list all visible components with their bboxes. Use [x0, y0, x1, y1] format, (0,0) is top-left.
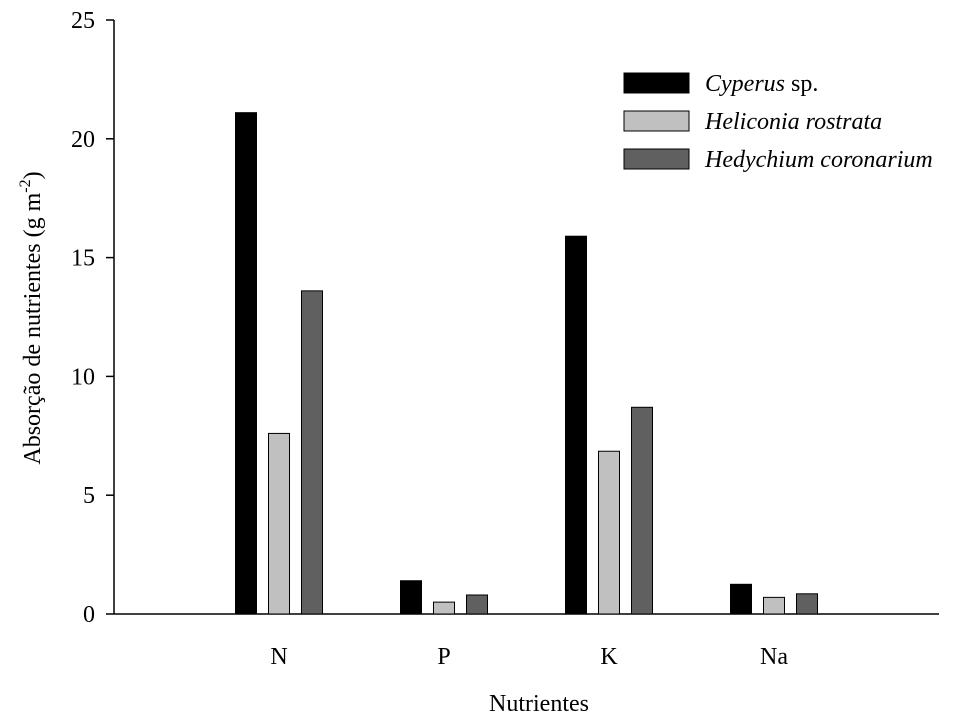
bar-n-series-3 — [301, 290, 323, 615]
bar-k-series-2 — [598, 450, 620, 615]
y-tick-label: 25 — [71, 8, 95, 34]
bar-p-series-1 — [400, 580, 422, 615]
axes: 0 5 10 15 20 25 N P K Na — [71, 8, 939, 670]
y-axis-title-superscript: -2 — [17, 179, 34, 192]
x-axis-title: Nutrientes — [489, 691, 589, 716]
bar-p-series-3 — [466, 594, 488, 615]
legend-label-plain: sp. — [785, 71, 818, 97]
legend-label: Cyperus sp. — [705, 71, 818, 97]
y-axis-title-end: ) — [20, 171, 46, 179]
y-axis-title: Absorção de nutrientes (g m-2) — [17, 171, 46, 464]
bar-na-series-1 — [730, 583, 752, 615]
bar-k-series-1 — [565, 235, 587, 615]
y-tick-label: 0 — [83, 602, 95, 628]
x-tick-label: P — [437, 644, 450, 670]
bar-na-series-3 — [796, 593, 818, 615]
y-tick-label: 5 — [83, 483, 95, 509]
legend-swatch — [623, 110, 690, 132]
legend-label-italic: Cyperus — [705, 71, 785, 97]
legend-swatch — [623, 148, 690, 170]
y-tick-label: 10 — [71, 364, 95, 390]
bars — [235, 112, 818, 615]
bar-k-series-3 — [631, 406, 653, 615]
bar-n-series-2 — [268, 432, 290, 615]
legend: Cyperus sp. Heliconia rostrata Hedychium c… — [623, 71, 933, 173]
legend-label: Heliconia rostrata — [704, 109, 882, 135]
legend-swatch — [623, 72, 690, 94]
bar-n-series-1 — [235, 112, 257, 615]
y-tick-label: 20 — [71, 127, 95, 153]
y-axis-title-main: Absorção de nutrientes (g m — [20, 192, 46, 464]
x-tick-label: K — [600, 644, 618, 670]
legend-label-italic: Hedychium coronarium — [704, 147, 933, 173]
bar-p-series-2 — [433, 601, 455, 615]
y-tick-label: 15 — [71, 246, 95, 272]
x-tick-label: Na — [760, 644, 788, 670]
legend-label-italic: Heliconia rostrata — [704, 109, 882, 135]
x-tick-label: N — [270, 644, 287, 670]
legend-label: Hedychium coronarium — [704, 147, 933, 173]
bar-na-series-2 — [763, 596, 785, 615]
